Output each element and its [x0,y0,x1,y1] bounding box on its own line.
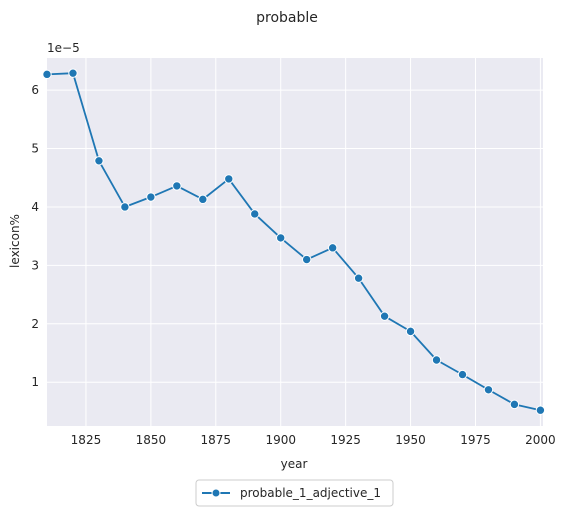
x-tick-label: 1900 [265,433,296,447]
data-point [250,209,260,219]
y-tick-label: 1 [31,375,39,389]
series-layer [42,68,546,415]
data-point [301,254,312,265]
y-gridlines [47,89,543,383]
x-tick-label: 1950 [395,433,426,447]
x-tick-labels: 1825 1850 1875 1900 1925 1950 1975 2000 [71,433,556,447]
x-gridlines [85,58,541,426]
data-point [146,192,156,202]
legend-marker-swatch [211,488,221,498]
data-point [535,405,546,415]
y-tick-label: 4 [31,200,39,214]
x-tick-label: 2000 [525,433,556,447]
data-point [172,181,182,191]
x-tick-label: 1875 [201,433,232,447]
x-tick-label: 1925 [330,433,361,447]
x-tick-label: 1825 [71,433,102,447]
y-axis-label: lexicon% [8,214,22,268]
data-point [353,273,364,283]
y-tick-labels: 1 2 3 4 5 6 [31,83,39,389]
data-point [405,326,416,337]
data-point [198,194,208,205]
data-point [483,385,494,395]
y-tick-label: 5 [31,142,39,156]
legend-box [195,479,394,507]
legend-label: probable_1_adjective_1 [240,486,381,500]
y-tick-label: 6 [31,83,39,97]
data-point [379,311,390,321]
data-point [327,243,338,253]
data-point [42,69,52,80]
x-axis-label: year [281,457,308,471]
data-point [457,369,468,380]
chart-title: probable [256,10,318,26]
y-tick-label: 3 [31,258,39,272]
x-tick-label: 1975 [460,433,491,447]
y-offset-text: 1e−5 [47,41,80,55]
x-tick-label: 1850 [136,433,167,447]
legend: probable_1_adjective_1 [195,479,394,507]
data-point [509,399,520,410]
data-point [94,156,104,166]
data-point [276,233,286,243]
plot-area [47,58,543,426]
y-tick-label: 2 [31,317,39,331]
data-point [120,202,130,212]
data-point [431,355,442,365]
data-point [224,174,234,184]
data-point [68,68,78,78]
